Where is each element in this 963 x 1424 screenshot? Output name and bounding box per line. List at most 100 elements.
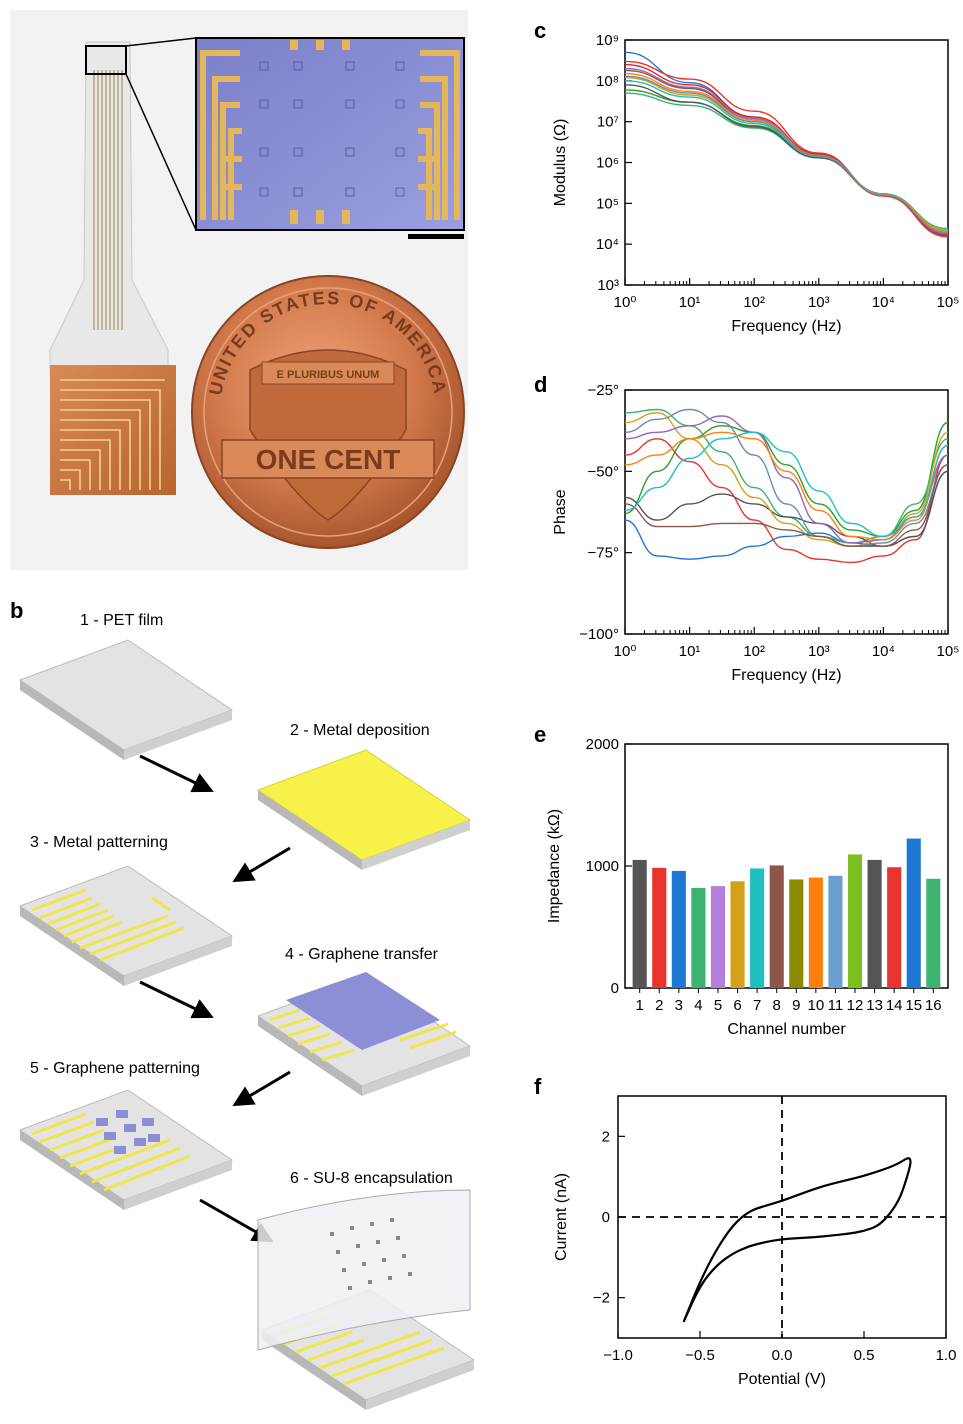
series-line-c-2	[624, 60, 949, 238]
bar-channel-13	[867, 859, 882, 988]
step-2-label: 2 - Metal deposition	[290, 722, 430, 739]
x-tick-label-e: 15	[905, 997, 922, 1014]
x-tick-label-e: 12	[847, 997, 864, 1014]
bar-channel-1	[632, 859, 647, 988]
bar-channel-5	[710, 886, 726, 988]
bar-channel-4	[691, 887, 706, 988]
x-tick-label-c: 10⁵	[937, 294, 960, 311]
y-tick-label-d: −25°	[588, 382, 619, 399]
y-axis-label-c: Modulus (Ω)	[552, 119, 569, 207]
y-tick-label-d: −75°	[588, 545, 619, 562]
x-tick-label-f: 1.0	[936, 1347, 957, 1364]
x-tick-label-d: 10⁵	[937, 643, 960, 660]
series-line-c-1	[624, 51, 949, 237]
bar-channel-2	[652, 867, 667, 988]
x-tick-label-d: 10¹	[679, 643, 701, 660]
y-axis-label-f: Current (nA)	[553, 1173, 570, 1261]
panel-label-e: e	[534, 722, 547, 747]
series-line-d-1	[624, 470, 949, 560]
x-tick-label-e: 8	[773, 997, 781, 1014]
panel-label-f: f	[534, 1074, 542, 1099]
series-line-d-9	[624, 464, 949, 547]
y-tick-label-d: −100°	[579, 626, 619, 643]
x-tick-label-e: 10	[808, 997, 825, 1014]
panel-label-b: b	[10, 598, 24, 623]
y-tick-label-c: 10⁶	[596, 155, 619, 172]
series-line-c-9	[624, 80, 949, 232]
bar-channel-14	[887, 867, 902, 988]
series-line-d-2	[624, 438, 949, 564]
plot-frame-d	[624, 389, 949, 635]
bar-channel-9	[789, 879, 804, 988]
bar-channel-8	[769, 865, 784, 988]
x-tick-label-f: −1.0	[603, 1347, 633, 1364]
y-tick-label-f: 2	[602, 1128, 610, 1145]
bar-channel-6	[730, 881, 745, 988]
y-axis-label-e: Impedance (kΩ)	[546, 809, 563, 923]
series-line-d-10	[624, 431, 949, 541]
y-tick-label-d: −50°	[588, 463, 619, 480]
x-tick-label-e: 1	[636, 997, 644, 1014]
y-tick-label-f: −2	[593, 1290, 610, 1307]
x-tick-label-e: 14	[886, 997, 903, 1014]
x-tick-label-e: 7	[753, 997, 761, 1014]
y-tick-label-c: 10⁵	[596, 195, 619, 212]
x-tick-label-c: 10³	[808, 294, 830, 311]
x-tick-label-e: 5	[714, 997, 722, 1014]
x-axis-label-f: Potential (V)	[738, 1371, 826, 1388]
series-line-c-11	[624, 72, 949, 233]
step-6-label: 6 - SU-8 encapsulation	[290, 1170, 453, 1187]
panel-label-d: d	[534, 372, 548, 397]
x-tick-label-f: 0.5	[854, 1347, 875, 1364]
bar-channel-7	[750, 868, 765, 988]
step-4-label: 4 - Graphene transfer	[285, 946, 438, 963]
x-tick-label-d: 10⁴	[872, 643, 895, 660]
y-tick-label-c: 10³	[597, 277, 619, 294]
x-tick-label-e: 11	[828, 997, 844, 1014]
x-axis-label-c: Frequency (Hz)	[731, 318, 841, 335]
y-tick-label-e: 2000	[586, 736, 619, 753]
y-tick-label-e: 0	[611, 980, 619, 997]
y-tick-label-c: 10⁴	[596, 236, 619, 253]
bar-channel-16	[926, 878, 941, 988]
y-tick-label-e: 1000	[586, 858, 619, 875]
series-line-c-8	[624, 84, 949, 233]
x-axis-label-e: Channel number	[727, 1021, 846, 1038]
step-3-label: 3 - Metal patterning	[30, 834, 168, 851]
x-tick-label-c: 10⁴	[872, 294, 895, 311]
series-line-d-3	[624, 421, 949, 538]
x-tick-label-e: 3	[675, 997, 683, 1014]
step-1-label: 1 - PET film	[80, 612, 164, 629]
x-tick-label-e: 16	[925, 997, 942, 1014]
series-line-d-11	[624, 431, 949, 538]
x-tick-label-d: 10³	[808, 643, 830, 660]
series-line-c-6	[624, 89, 949, 231]
x-tick-label-e: 13	[866, 997, 883, 1014]
y-axis-label-d: Phase	[552, 489, 569, 534]
x-tick-label-c: 10⁰	[614, 294, 637, 311]
y-tick-label-c: 10⁷	[597, 114, 619, 131]
x-tick-label-f: 0.0	[772, 1347, 793, 1364]
bar-channel-15	[906, 838, 921, 988]
x-tick-label-d: 10²	[743, 643, 765, 660]
series-line-c-7	[624, 92, 949, 230]
bar-channel-10	[808, 877, 823, 988]
bar-channel-3	[671, 870, 686, 988]
panel-label-c: c	[534, 18, 547, 43]
y-tick-label-c: 10⁹	[596, 32, 619, 49]
x-tick-label-e: 4	[694, 997, 702, 1014]
x-tick-label-f: −0.5	[685, 1347, 715, 1364]
series-line-d-8	[624, 408, 949, 547]
y-tick-label-c: 10⁸	[596, 73, 619, 90]
bar-channel-12	[847, 854, 863, 988]
series-line-d-7	[624, 415, 949, 544]
cv-curve	[682, 1157, 912, 1323]
bar-channel-11	[828, 875, 843, 988]
series-line-d-5	[624, 470, 949, 547]
x-tick-label-d: 10⁰	[614, 643, 637, 660]
x-axis-label-d: Frequency (Hz)	[731, 667, 841, 684]
x-tick-label-c: 10¹	[679, 294, 701, 311]
y-tick-label-f: 0	[602, 1209, 610, 1226]
x-tick-label-e: 9	[792, 997, 800, 1014]
